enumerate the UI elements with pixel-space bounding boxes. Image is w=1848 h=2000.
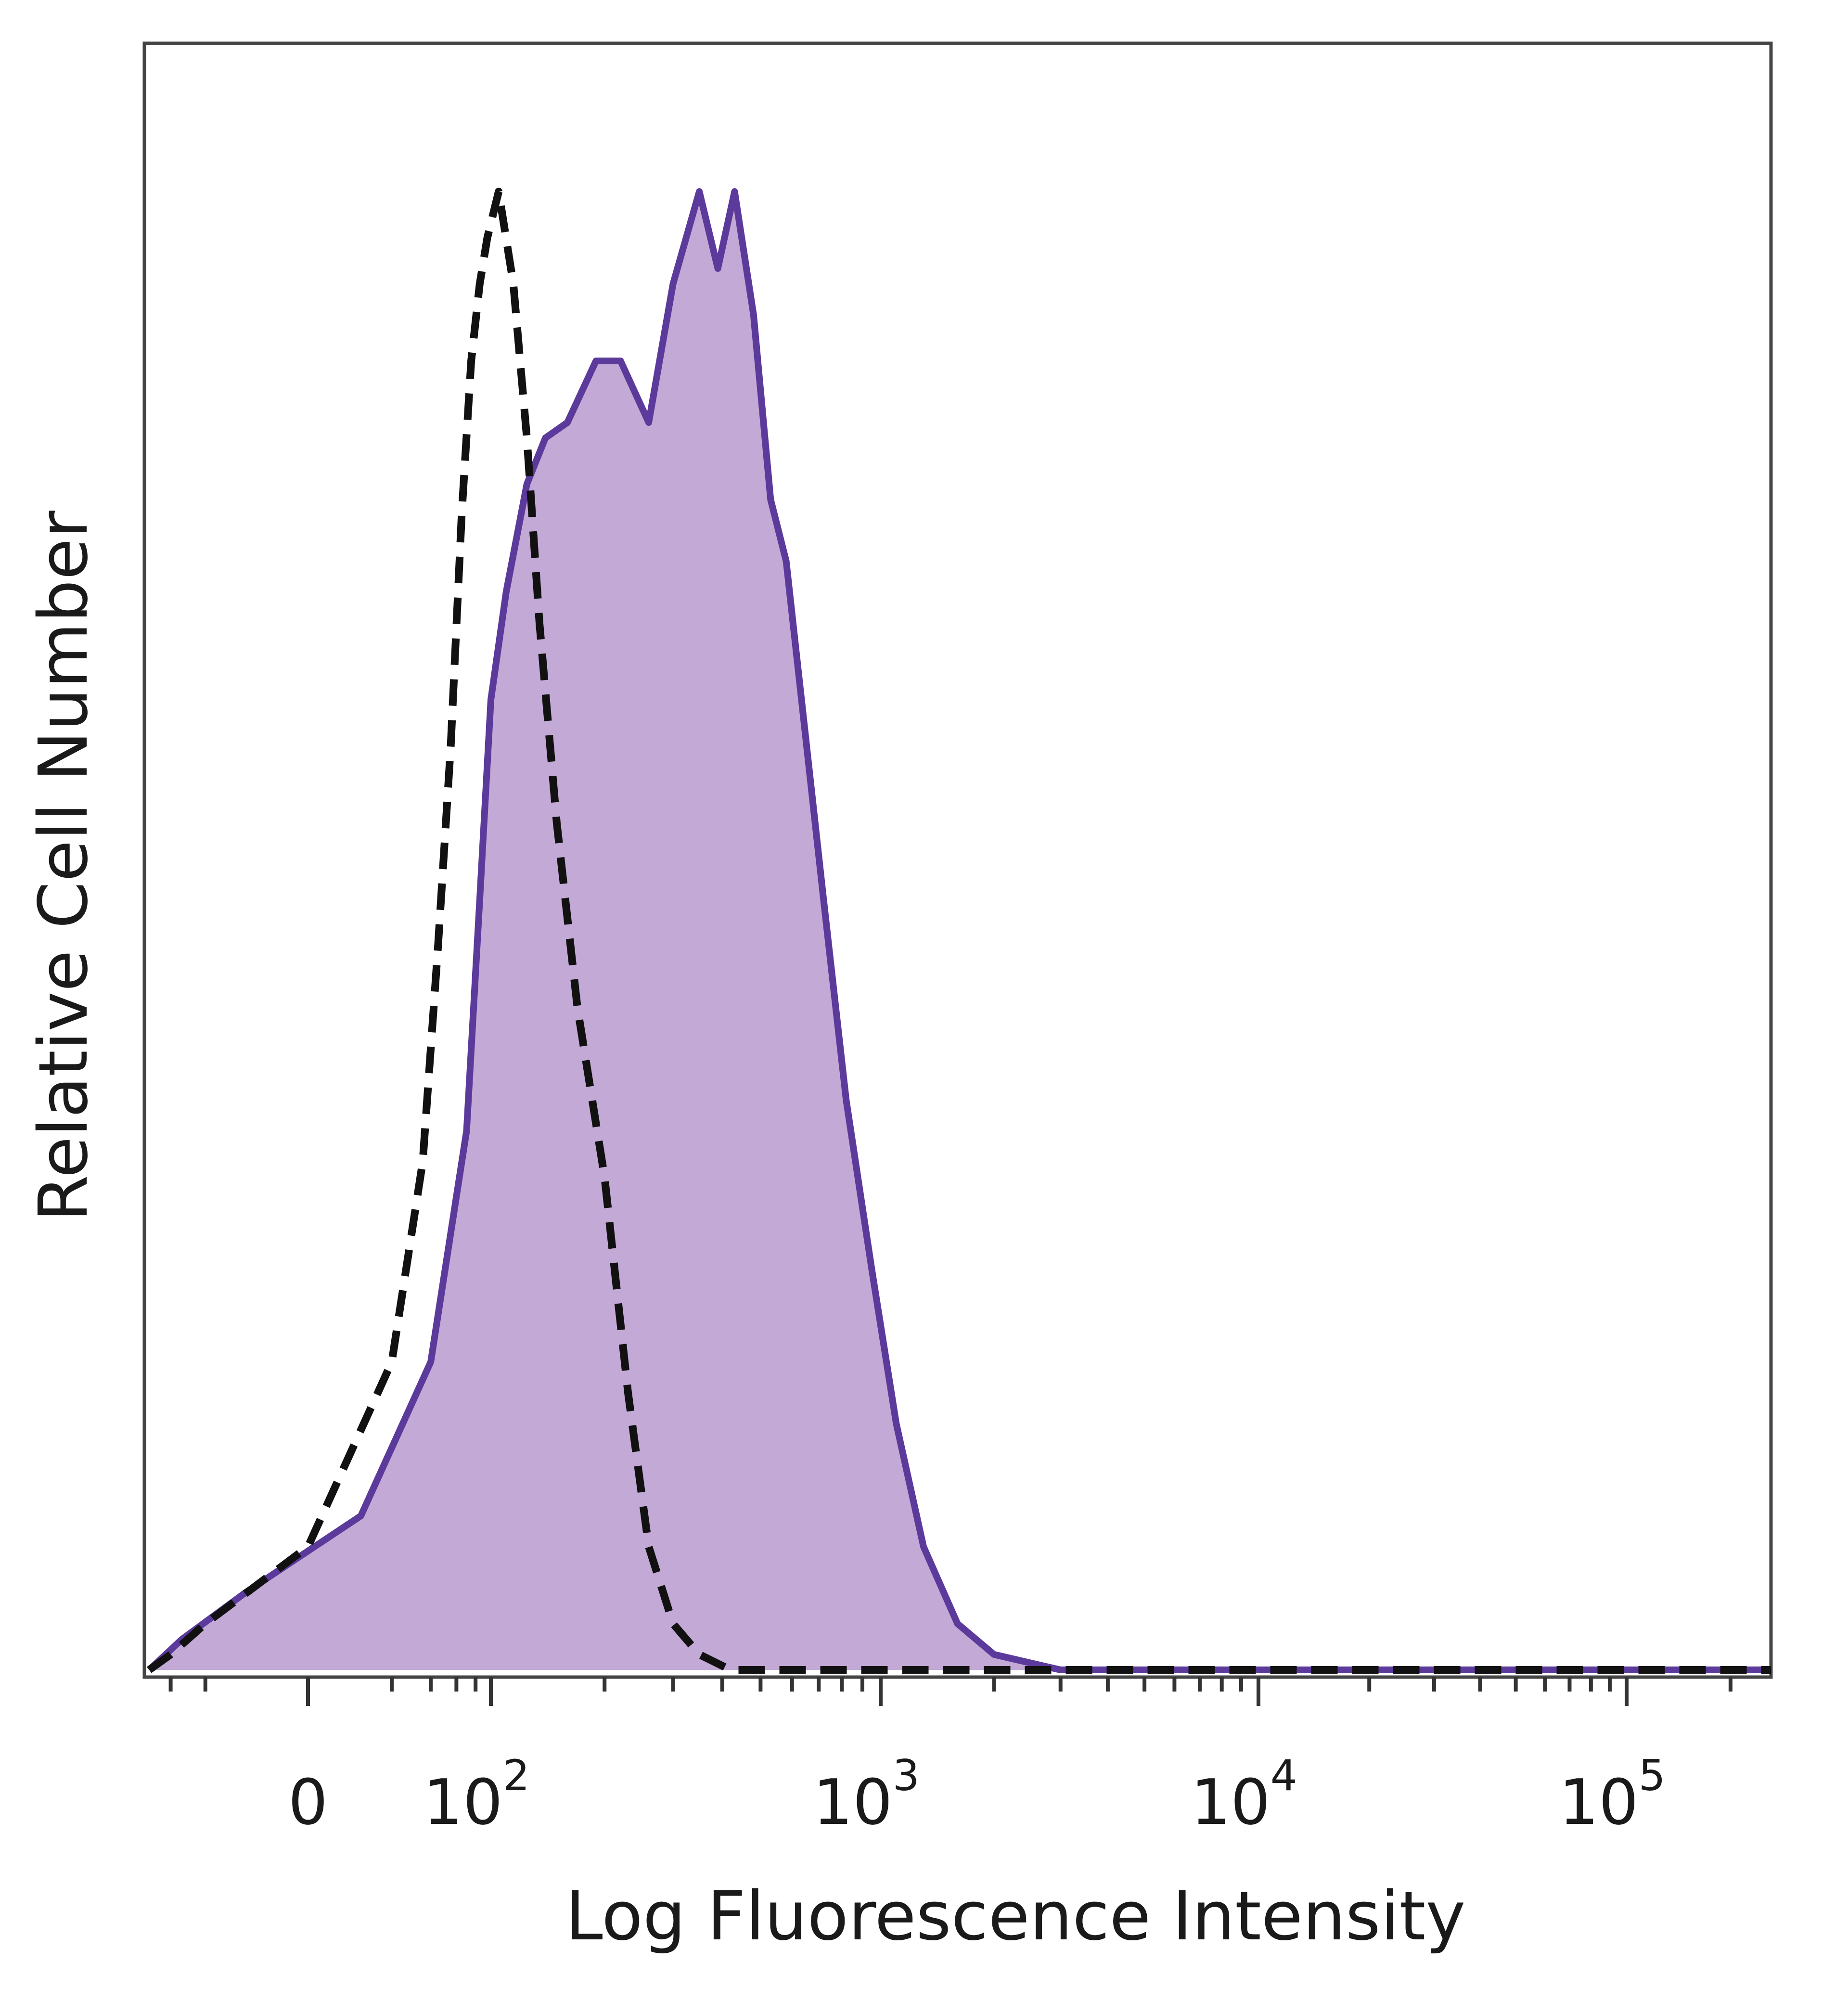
x-tick-label: 0	[288, 1766, 328, 1839]
x-tick-label: 103	[813, 1751, 919, 1839]
x-axis-title: Log Fluorescence Intensity	[565, 1877, 1466, 1956]
x-tick-label: 104	[1191, 1751, 1297, 1839]
plot-frame	[142, 41, 1773, 1679]
histogram-fill	[149, 192, 1771, 1670]
isotype-control-line	[147, 188, 1771, 1674]
series-layer	[147, 188, 1771, 1674]
x-tick-label: 105	[1559, 1751, 1665, 1839]
x-axis-ticks: 0 102 103 104 105	[168, 1677, 1732, 1839]
x-tick-label: 102	[423, 1751, 529, 1839]
y-axis-title: Relative Cell Number	[25, 511, 103, 1222]
histogram-outline	[147, 188, 1771, 1673]
